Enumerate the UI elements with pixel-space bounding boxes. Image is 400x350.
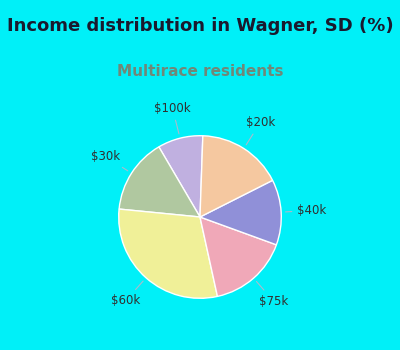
Text: $20k: $20k xyxy=(246,116,275,145)
Wedge shape xyxy=(200,180,281,245)
Text: $100k: $100k xyxy=(154,102,191,134)
Text: Multirace residents: Multirace residents xyxy=(117,64,283,79)
Wedge shape xyxy=(200,136,272,217)
Wedge shape xyxy=(159,136,203,217)
Text: $75k: $75k xyxy=(256,281,288,308)
Wedge shape xyxy=(119,147,200,217)
Wedge shape xyxy=(119,209,218,298)
Text: $60k: $60k xyxy=(111,281,143,307)
Wedge shape xyxy=(200,217,276,296)
Text: $30k: $30k xyxy=(91,150,128,171)
Text: $40k: $40k xyxy=(286,204,327,217)
Text: Income distribution in Wagner, SD (%): Income distribution in Wagner, SD (%) xyxy=(7,17,393,35)
